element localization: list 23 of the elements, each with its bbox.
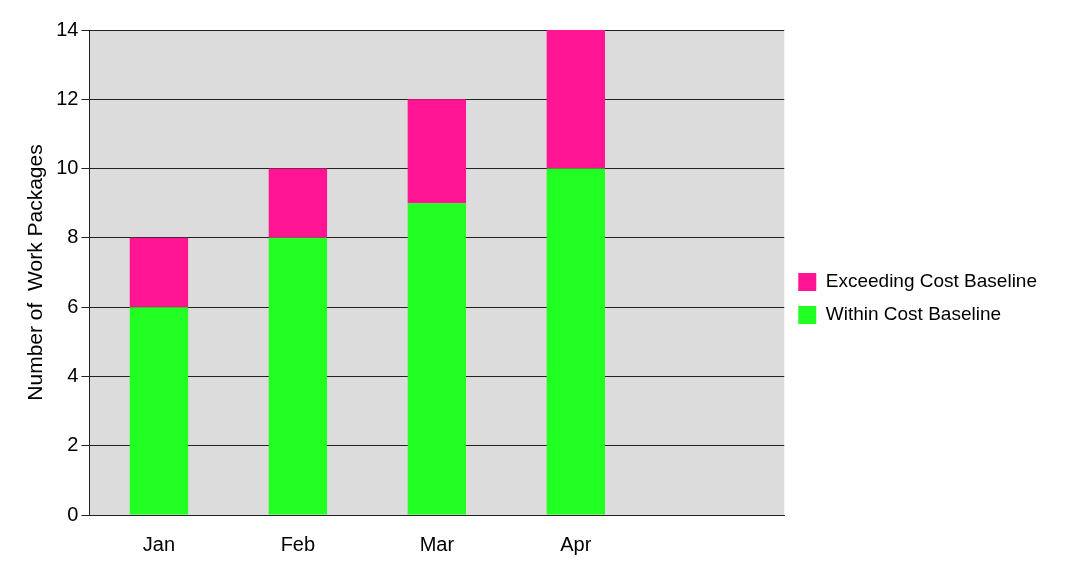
bar [546,30,605,169]
y-tick-label: 0 [67,502,79,525]
x-tick-label: Mar [419,532,455,555]
y-axis-title: Number of Work Packages [23,144,47,401]
bar [268,168,328,238]
y-tick-label: 12 [56,86,79,109]
bar [546,168,605,515]
bar [407,203,467,515]
y-tick-label: 8 [67,225,79,248]
legend-label: Exceeding Cost Baseline [825,270,1038,292]
x-tick-label: Jan [142,532,176,555]
y-tick-label: 10 [56,156,79,179]
bar [268,237,328,515]
bar [129,237,189,308]
x-tick-label: Apr [560,532,592,555]
x-tick-label: Feb [280,532,316,555]
bar [407,99,467,204]
y-tick-label: 6 [67,294,79,317]
y-tick-label: 4 [67,363,79,386]
y-tick-label: 2 [67,433,79,456]
legend-label: Within Cost Baseline [825,303,1002,325]
y-tick-label: 14 [56,17,79,40]
bar [129,307,189,515]
